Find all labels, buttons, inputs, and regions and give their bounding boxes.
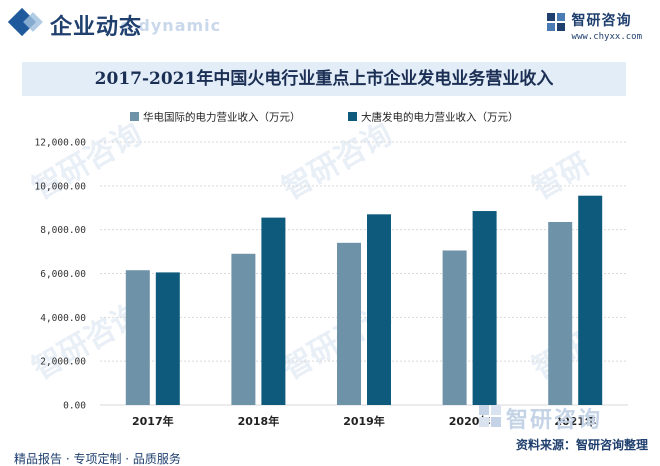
bar-2-4	[472, 211, 497, 405]
legend-label-1: 华电国际的电力营业收入（万元）	[143, 111, 301, 124]
x-tick-label: 2017年	[132, 414, 174, 428]
footer-slogan: 精品报告 · 专项定制 · 品质服务	[14, 452, 181, 466]
legend-swatch-1	[130, 112, 139, 121]
chart-legend: 华电国际的电力营业收入（万元） 大唐发电的电力营业收入（万元）	[130, 111, 519, 124]
x-tick-label: 2019年	[343, 414, 385, 428]
header-bar: e dynamic 企业动态 智研咨询 www.chyxx.com	[0, 0, 660, 50]
bar-1-4	[442, 250, 467, 405]
brand-url: www.chyxx.com	[571, 32, 642, 42]
bar-2-5	[578, 195, 603, 405]
chart-bars	[125, 195, 603, 405]
bottom-logo-icon	[479, 405, 501, 427]
brand-name: 智研咨询	[571, 13, 632, 29]
y-tick-label: 6,000.00	[40, 269, 86, 280]
chart-title: 2017-2021年中国火电行业重点上市企业发电业务营业收入	[94, 69, 554, 89]
bar-2-3	[367, 214, 391, 405]
legend-label-2: 大唐发电的电力营业收入（万元）	[361, 111, 519, 124]
y-tick-label: 0.00	[63, 401, 86, 412]
bottom-watermark-logo: 智研咨询	[506, 408, 603, 433]
y-tick-label: 2,000.00	[40, 357, 86, 368]
y-tick-label: 10,000.00	[35, 181, 87, 192]
bar-1-5	[548, 221, 573, 405]
chart-y-axis: 0.00 2,000.00 4,000.00 6,000.00 8,000.00 10,0…	[35, 138, 87, 412]
chart-gridlines	[100, 141, 628, 406]
y-tick-label: 4,000.00	[40, 313, 86, 324]
header-background-text: e dynamic	[120, 16, 222, 35]
bar-2-2	[261, 217, 286, 405]
y-tick-label: 8,000.00	[40, 225, 86, 236]
page-title: 企业动态	[50, 15, 143, 40]
brand: 智研咨询 www.chyxx.com	[546, 10, 642, 42]
bar-1-1	[125, 270, 150, 405]
legend-swatch-2	[348, 112, 357, 121]
x-tick-label: 2021年	[554, 414, 596, 428]
brand-logo-icon	[546, 13, 565, 31]
x-tick-label: 2018年	[238, 414, 280, 428]
bar-2-1	[155, 272, 180, 405]
chart-title-band: 2017-2021年中国火电行业重点上市企业发电业务营业收入	[22, 62, 626, 96]
bar-1-3	[337, 242, 361, 405]
data-source: 资料来源：智研咨询整理	[515, 438, 648, 452]
y-tick-label: 12,000.00	[35, 138, 87, 149]
bar-1-2	[231, 253, 256, 405]
